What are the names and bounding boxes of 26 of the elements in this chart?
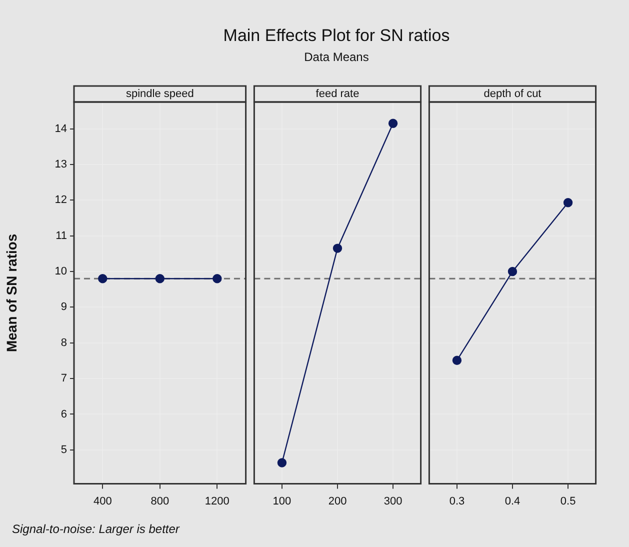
y-tick-label: 6 [60,408,67,420]
x-tick-label: 300 [384,495,402,508]
y-tick-label: 11 [56,230,67,242]
y-tick-label: 10 [54,266,67,278]
x-tick-label: 0.3 [449,495,465,508]
x-tick-label: 0.5 [560,495,576,508]
x-axis-title: feed rate [316,88,360,100]
x-tick-label: 800 [150,495,170,508]
y-tick-label: 13 [54,158,67,170]
chart-title: Main Effects Plot for SN ratios [222,26,451,46]
y-tick-label: 9 [60,301,67,314]
text: Signal-to-noise: Larger is better [12,522,180,536]
y-tick-label: 14 [54,122,67,135]
x-tick-label: 1200 [204,495,230,508]
y-tick-label: 12 [54,194,67,206]
x-axis-title: depth of cut [484,88,542,100]
y-axis-title: Mean of SN ratios [3,234,20,352]
x-axis-title: spindle speed [126,88,194,100]
x-tick-label: 0.4 [504,495,520,508]
x-tick-label: 400 [93,495,112,508]
y-tick-label: 5 [60,444,67,456]
chart-subtitle: Data Means [303,50,370,64]
x-tick-label: 100 [272,495,292,508]
y-tick-label: 7 [60,372,67,385]
y-tick-label: 8 [60,336,67,349]
x-tick-label: 200 [328,495,347,508]
